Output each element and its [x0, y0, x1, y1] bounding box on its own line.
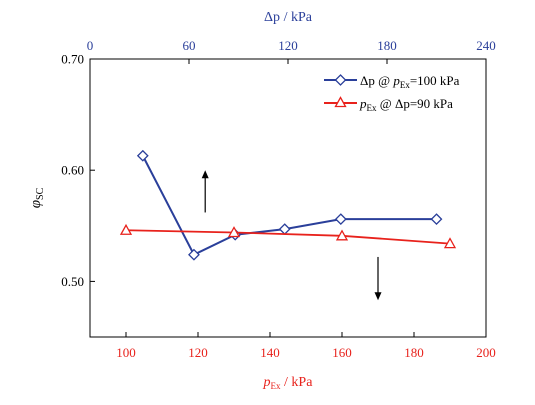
series-pex-line: [125, 229, 451, 245]
series-dp-point: [334, 213, 347, 226]
legend-dp-part1: Δp @: [360, 73, 393, 88]
bottom-tick-label: 100: [116, 345, 136, 360]
legend-pex-part1: p: [359, 96, 367, 111]
series-dp-line: [141, 155, 437, 257]
legend-marker-dp: [334, 74, 347, 86]
top-tick-label: 120: [278, 38, 298, 53]
bottom-axis-title: pEx / kPa: [263, 375, 314, 391]
series-pex-point: [227, 226, 241, 238]
top-axis-title-delta: Δp: [264, 10, 280, 25]
y-axis-title-sub: SC: [35, 187, 46, 200]
legend-marker-pex: [334, 96, 347, 108]
top-tick-label: 0: [87, 38, 94, 53]
bottom-tick-label: 180: [404, 345, 424, 360]
bottom-axis-title-var: p: [263, 375, 271, 390]
series-pex-point: [335, 229, 349, 241]
top-tick-label: 240: [476, 38, 496, 53]
legend-dp-part3: Ex: [400, 80, 410, 90]
series-dp-point: [136, 149, 149, 162]
legend-pex-part4: =90 kPa: [410, 96, 453, 111]
legend-dp-part2: p: [392, 73, 400, 88]
y-axis-ticks: 0.50 0.60 0.70: [61, 52, 95, 289]
y-tick-label: 0.60: [61, 163, 84, 178]
top-axis-title-unit: / kPa: [280, 10, 313, 25]
series-pex-point: [119, 223, 133, 235]
annotation-arrows: [201, 170, 382, 301]
top-tick-label: 60: [183, 38, 196, 53]
y-axis-title-var: φ: [28, 200, 44, 208]
series-dp-point: [188, 248, 200, 261]
bottom-tick-label: 140: [260, 345, 280, 360]
bottom-axis-title-unit: / kPa: [281, 375, 314, 390]
arrow-down-head: [374, 292, 382, 301]
bottom-tick-label: 120: [188, 345, 208, 360]
legend-label-dp: Δp @ pEx=100 kPa: [360, 73, 460, 90]
series-dp-point: [430, 213, 443, 226]
series-dp: [136, 149, 443, 261]
series-dp-point: [278, 223, 291, 236]
y-axis-title: φSC: [28, 187, 46, 208]
legend-dp-part4: =100 kPa: [410, 73, 460, 88]
top-axis-title: Δp / kPa: [264, 10, 313, 25]
top-axis-ticks: 0 60 120 180 240: [87, 38, 496, 64]
legend: Δp @ pEx=100 kPa pEx @ Δp=90 kPa: [324, 73, 460, 113]
bottom-axis-ticks: 100 120 140 160 180 200: [116, 332, 496, 360]
y-tick-label: 0.70: [61, 52, 84, 67]
legend-pex-part2: Ex: [367, 103, 377, 113]
bottom-axis-title-sub: Ex: [271, 381, 281, 391]
series-pex-point: [443, 237, 457, 249]
series-pex: [119, 223, 457, 249]
y-tick-label: 0.50: [61, 274, 84, 289]
bottom-tick-label: 160: [332, 345, 352, 360]
bottom-tick-label: 200: [476, 345, 496, 360]
arrow-up-head: [201, 170, 209, 179]
top-tick-label: 180: [377, 38, 397, 53]
legend-label-pex: pEx @ Δp=90 kPa: [359, 96, 453, 113]
legend-pex-part3: @ Δp: [377, 96, 410, 111]
